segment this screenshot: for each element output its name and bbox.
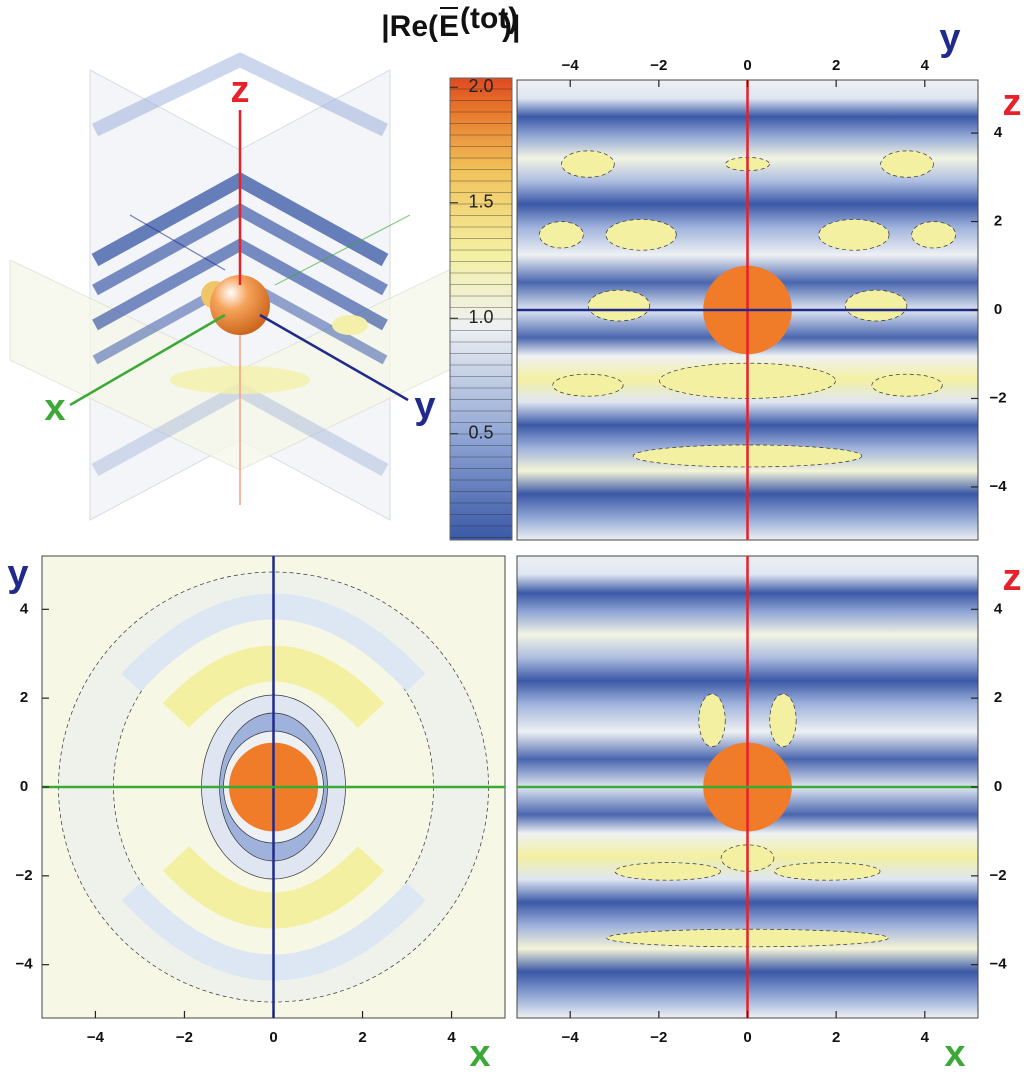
y-tick-label: 4 [994, 600, 1003, 617]
title-before: |Re( [381, 10, 438, 43]
contour-blob [588, 290, 650, 321]
x-tick-label: −2 [650, 1029, 667, 1046]
contour-panel [517, 556, 978, 1018]
y-axis-label: y [7, 553, 28, 595]
contour-panel [517, 80, 978, 540]
y-tick-label: −2 [15, 867, 32, 884]
y-tick-label: 2 [994, 213, 1002, 230]
contour-blob [912, 222, 956, 248]
contour-blob [845, 290, 907, 321]
contour-blob [562, 151, 615, 177]
contour-blob [615, 863, 721, 881]
y-tick-label: −2 [989, 389, 1006, 406]
x-tick-label: 2 [832, 57, 840, 74]
x-tick-label: −2 [176, 1029, 193, 1046]
axis-label-y: y [414, 385, 435, 427]
y-tick-label: 0 [994, 778, 1002, 795]
x-tick-label: 4 [921, 1029, 930, 1046]
axis-label-z: z [231, 69, 250, 111]
y-tick-label: −4 [15, 956, 33, 973]
contour-blob [872, 374, 942, 396]
y-axis-label: z [1003, 82, 1022, 124]
contour-blob [774, 863, 880, 881]
y-tick-label: 0 [20, 778, 28, 795]
contour-blob [881, 151, 934, 177]
axis-label-x: x [44, 387, 65, 429]
x-tick-label: −4 [562, 1029, 580, 1046]
y-tick-label: 4 [994, 124, 1003, 141]
x-tick-label: −4 [87, 1029, 105, 1046]
title-after: )| [502, 10, 520, 43]
figure: zxy−4−2024−4−2024yz−4−2024−4−2024xy−4−20… [0, 0, 1032, 1074]
y-tick-label: −2 [989, 867, 1006, 884]
contour-blob [539, 222, 583, 248]
x-axis-label: y [939, 17, 960, 59]
x-tick-label: −2 [650, 57, 667, 74]
x-tick-label: 0 [269, 1029, 277, 1046]
x-axis-label: x [944, 1033, 965, 1074]
colorbar-tick-label: 0.5 [468, 422, 493, 442]
colorbar-tick-label: 1.0 [468, 307, 493, 327]
colorbar-tick-label: 2.0 [468, 76, 493, 96]
y-tick-label: 2 [994, 689, 1002, 706]
contour-panel [42, 556, 505, 1018]
x-tick-label: 2 [832, 1029, 840, 1046]
x-tick-label: 4 [921, 57, 930, 74]
x-tick-label: −4 [562, 57, 580, 74]
contour-blob [770, 694, 796, 747]
y-tick-label: 0 [994, 301, 1002, 318]
x-tick-label: 0 [743, 1029, 751, 1046]
y-axis-label: z [1003, 557, 1022, 599]
panel-3d [10, 60, 470, 520]
colorbar-tick-label: 1.5 [468, 191, 493, 211]
x-axis-label: x [469, 1033, 490, 1074]
y-tick-label: −4 [989, 956, 1007, 973]
x-tick-label: 0 [743, 57, 751, 74]
title-symbol: E [439, 10, 459, 43]
contour-blob [553, 374, 623, 396]
contour-blob [819, 219, 889, 250]
y-tick-label: −4 [989, 478, 1007, 495]
contour-blob [606, 219, 676, 250]
y-tick-label: 4 [20, 600, 29, 617]
x-tick-label: 4 [447, 1029, 456, 1046]
x-tick-label: 2 [358, 1029, 366, 1046]
y-tick-label: 2 [20, 689, 28, 706]
contour-blob [699, 694, 725, 747]
